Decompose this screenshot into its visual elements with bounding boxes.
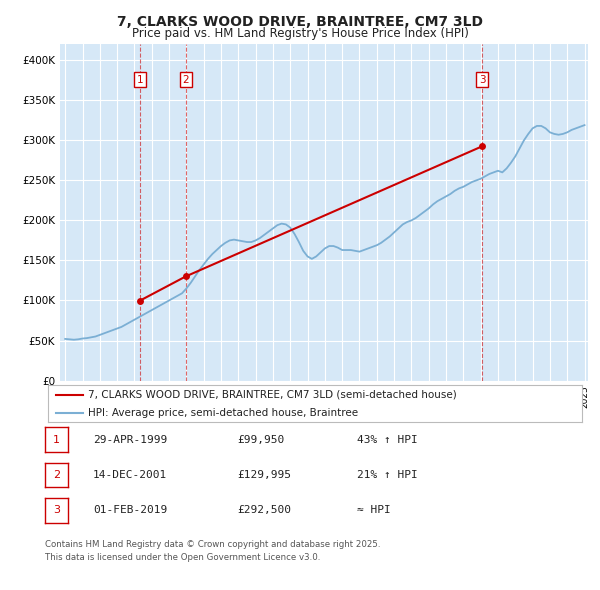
Text: 2: 2 (182, 74, 189, 84)
Text: 01-FEB-2019: 01-FEB-2019 (93, 506, 167, 515)
Text: 1: 1 (53, 435, 60, 444)
Text: 29-APR-1999: 29-APR-1999 (93, 435, 167, 444)
Text: 3: 3 (53, 506, 60, 515)
Text: 3: 3 (479, 74, 485, 84)
Text: 7, CLARKS WOOD DRIVE, BRAINTREE, CM7 3LD (semi-detached house): 7, CLARKS WOOD DRIVE, BRAINTREE, CM7 3LD… (88, 390, 457, 399)
Text: Contains HM Land Registry data © Crown copyright and database right 2025.
This d: Contains HM Land Registry data © Crown c… (45, 540, 380, 562)
Text: £129,995: £129,995 (237, 470, 291, 480)
Text: 43% ↑ HPI: 43% ↑ HPI (357, 435, 418, 444)
Text: 1: 1 (137, 74, 143, 84)
Text: 14-DEC-2001: 14-DEC-2001 (93, 470, 167, 480)
Text: £99,950: £99,950 (237, 435, 284, 444)
Text: £292,500: £292,500 (237, 506, 291, 515)
Text: ≈ HPI: ≈ HPI (357, 506, 391, 515)
Text: 21% ↑ HPI: 21% ↑ HPI (357, 470, 418, 480)
Text: 2: 2 (53, 470, 60, 480)
Text: Price paid vs. HM Land Registry's House Price Index (HPI): Price paid vs. HM Land Registry's House … (131, 27, 469, 40)
Text: 7, CLARKS WOOD DRIVE, BRAINTREE, CM7 3LD: 7, CLARKS WOOD DRIVE, BRAINTREE, CM7 3LD (117, 15, 483, 29)
Text: HPI: Average price, semi-detached house, Braintree: HPI: Average price, semi-detached house,… (88, 408, 358, 418)
